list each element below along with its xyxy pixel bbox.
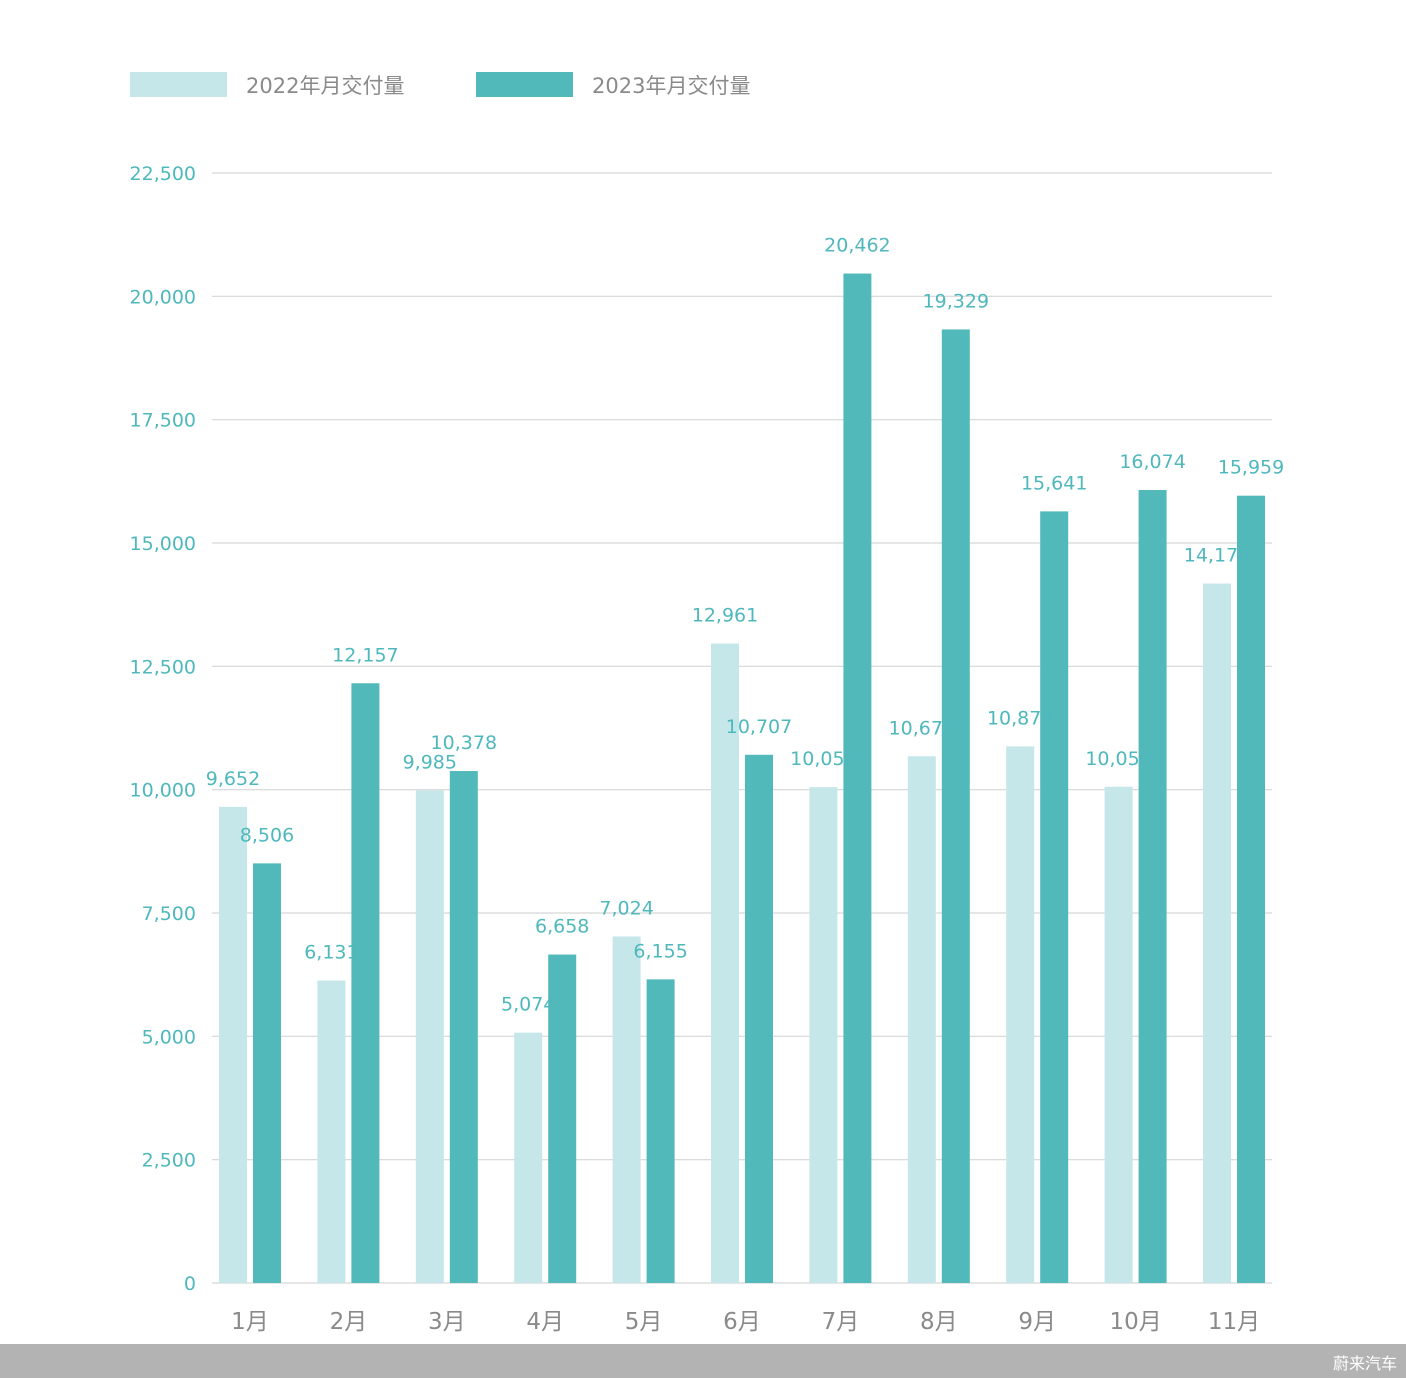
legend: 2022年月交付量 2023年月交付量 [130,72,750,98]
data-label-2023: 10,378 [431,732,497,754]
data-label-2023: 15,641 [1021,472,1087,494]
bar-2022 [219,806,247,1283]
bar-2022 [1104,786,1133,1283]
data-label-2022: 10,059 [1085,748,1151,770]
bar-2022 [1203,583,1231,1283]
bar-2022 [711,643,739,1283]
bar-2023 [1138,490,1167,1283]
x-tick-label: 8月 [920,1309,958,1335]
footer-bar: 蔚来汽车 [0,1344,1406,1378]
y-tick-label: 7,500 [142,903,196,925]
y-tick-label: 15,000 [130,533,196,555]
legend-label-2022: 2022年月交付量 [246,74,404,98]
bar-2022 [907,756,936,1283]
data-label-2023: 6,155 [633,940,687,962]
y-axis-ticks: 0 2,500 5,000 7,500 10,000 12,500 15,000 17,500… [130,163,196,1295]
y-tick-label: 2,500 [142,1150,196,1172]
data-label-2022: 10,052 [790,748,856,770]
bar-2022 [317,980,346,1283]
data-label-2022: 10,878 [987,707,1053,729]
bar-2022 [514,1032,543,1283]
x-tick-label: 1月 [231,1309,269,1335]
bar-2023 [646,979,675,1283]
data-label-2023: 15,959 [1218,457,1284,479]
legend-swatch-2022 [130,72,227,97]
legend-label-2023: 2023年月交付量 [592,74,750,98]
bars [219,273,1265,1283]
data-label-2023: 10,707 [726,716,792,738]
data-label-2022: 6,131 [304,942,358,964]
x-tick-label: 11月 [1208,1309,1260,1335]
y-tick-label: 12,500 [130,656,196,678]
data-label-2022: 7,024 [599,897,653,919]
bar-2023 [548,954,577,1283]
data-label-2023: 8,506 [240,824,294,846]
data-label-2023: 16,074 [1119,451,1185,473]
data-label-2022: 5,074 [501,994,555,1016]
bar-2022 [415,790,444,1283]
gridlines [212,172,1272,1284]
y-tick-label: 5,000 [142,1026,196,1048]
bar-2023 [253,863,281,1283]
y-tick-label: 22,500 [130,163,196,185]
bar-2023 [351,683,380,1283]
x-tick-label: 3月 [428,1309,466,1335]
y-tick-label: 20,000 [130,286,196,308]
x-axis-ticks: 1月 2月 3月 4月 5月 6月 7月 8月 9月 10月 11月 [231,1309,1260,1335]
x-tick-label: 7月 [822,1309,860,1335]
data-label-2022: 9,985 [403,751,457,773]
bar-2023 [941,329,970,1283]
data-label-2022: 10,677 [889,717,955,739]
bar-2023 [843,273,872,1283]
data-label-2022: 14,178 [1184,545,1250,567]
x-tick-label: 5月 [625,1309,663,1335]
x-tick-label: 4月 [526,1309,564,1335]
data-label-2022: 9,652 [206,768,260,790]
data-label-2023: 20,462 [824,235,890,257]
bar-2023 [745,754,773,1283]
bar-2023 [1040,511,1069,1283]
watermark-text: 蔚来汽车 [1332,1354,1397,1373]
y-tick-label: 0 [184,1273,196,1295]
data-label-2023: 12,157 [332,644,398,666]
x-tick-label: 9月 [1018,1309,1056,1335]
data-label-2023: 19,329 [923,290,989,312]
bar-2022 [612,936,641,1283]
bar-2022 [809,787,838,1283]
data-label-2023: 6,658 [535,916,589,938]
data-label-2022: 12,961 [692,605,758,627]
delivery-bar-chart: 2022年月交付量 2023年月交付量 0 2,500 5,000 7,500 10,0… [130,72,1284,1335]
bar-2023 [449,771,478,1283]
x-tick-label: 2月 [330,1309,368,1335]
bar-2023 [1237,495,1265,1283]
x-tick-label: 10月 [1109,1309,1161,1335]
x-tick-label: 6月 [723,1309,761,1335]
data-labels: 9,652 6,131 9,985 5,074 7,024 12,961 10,052 10,… [206,235,1284,1016]
legend-swatch-2023 [476,72,573,97]
bar-2022 [1006,746,1035,1283]
y-tick-label: 17,500 [130,410,196,432]
y-tick-label: 10,000 [130,780,196,802]
